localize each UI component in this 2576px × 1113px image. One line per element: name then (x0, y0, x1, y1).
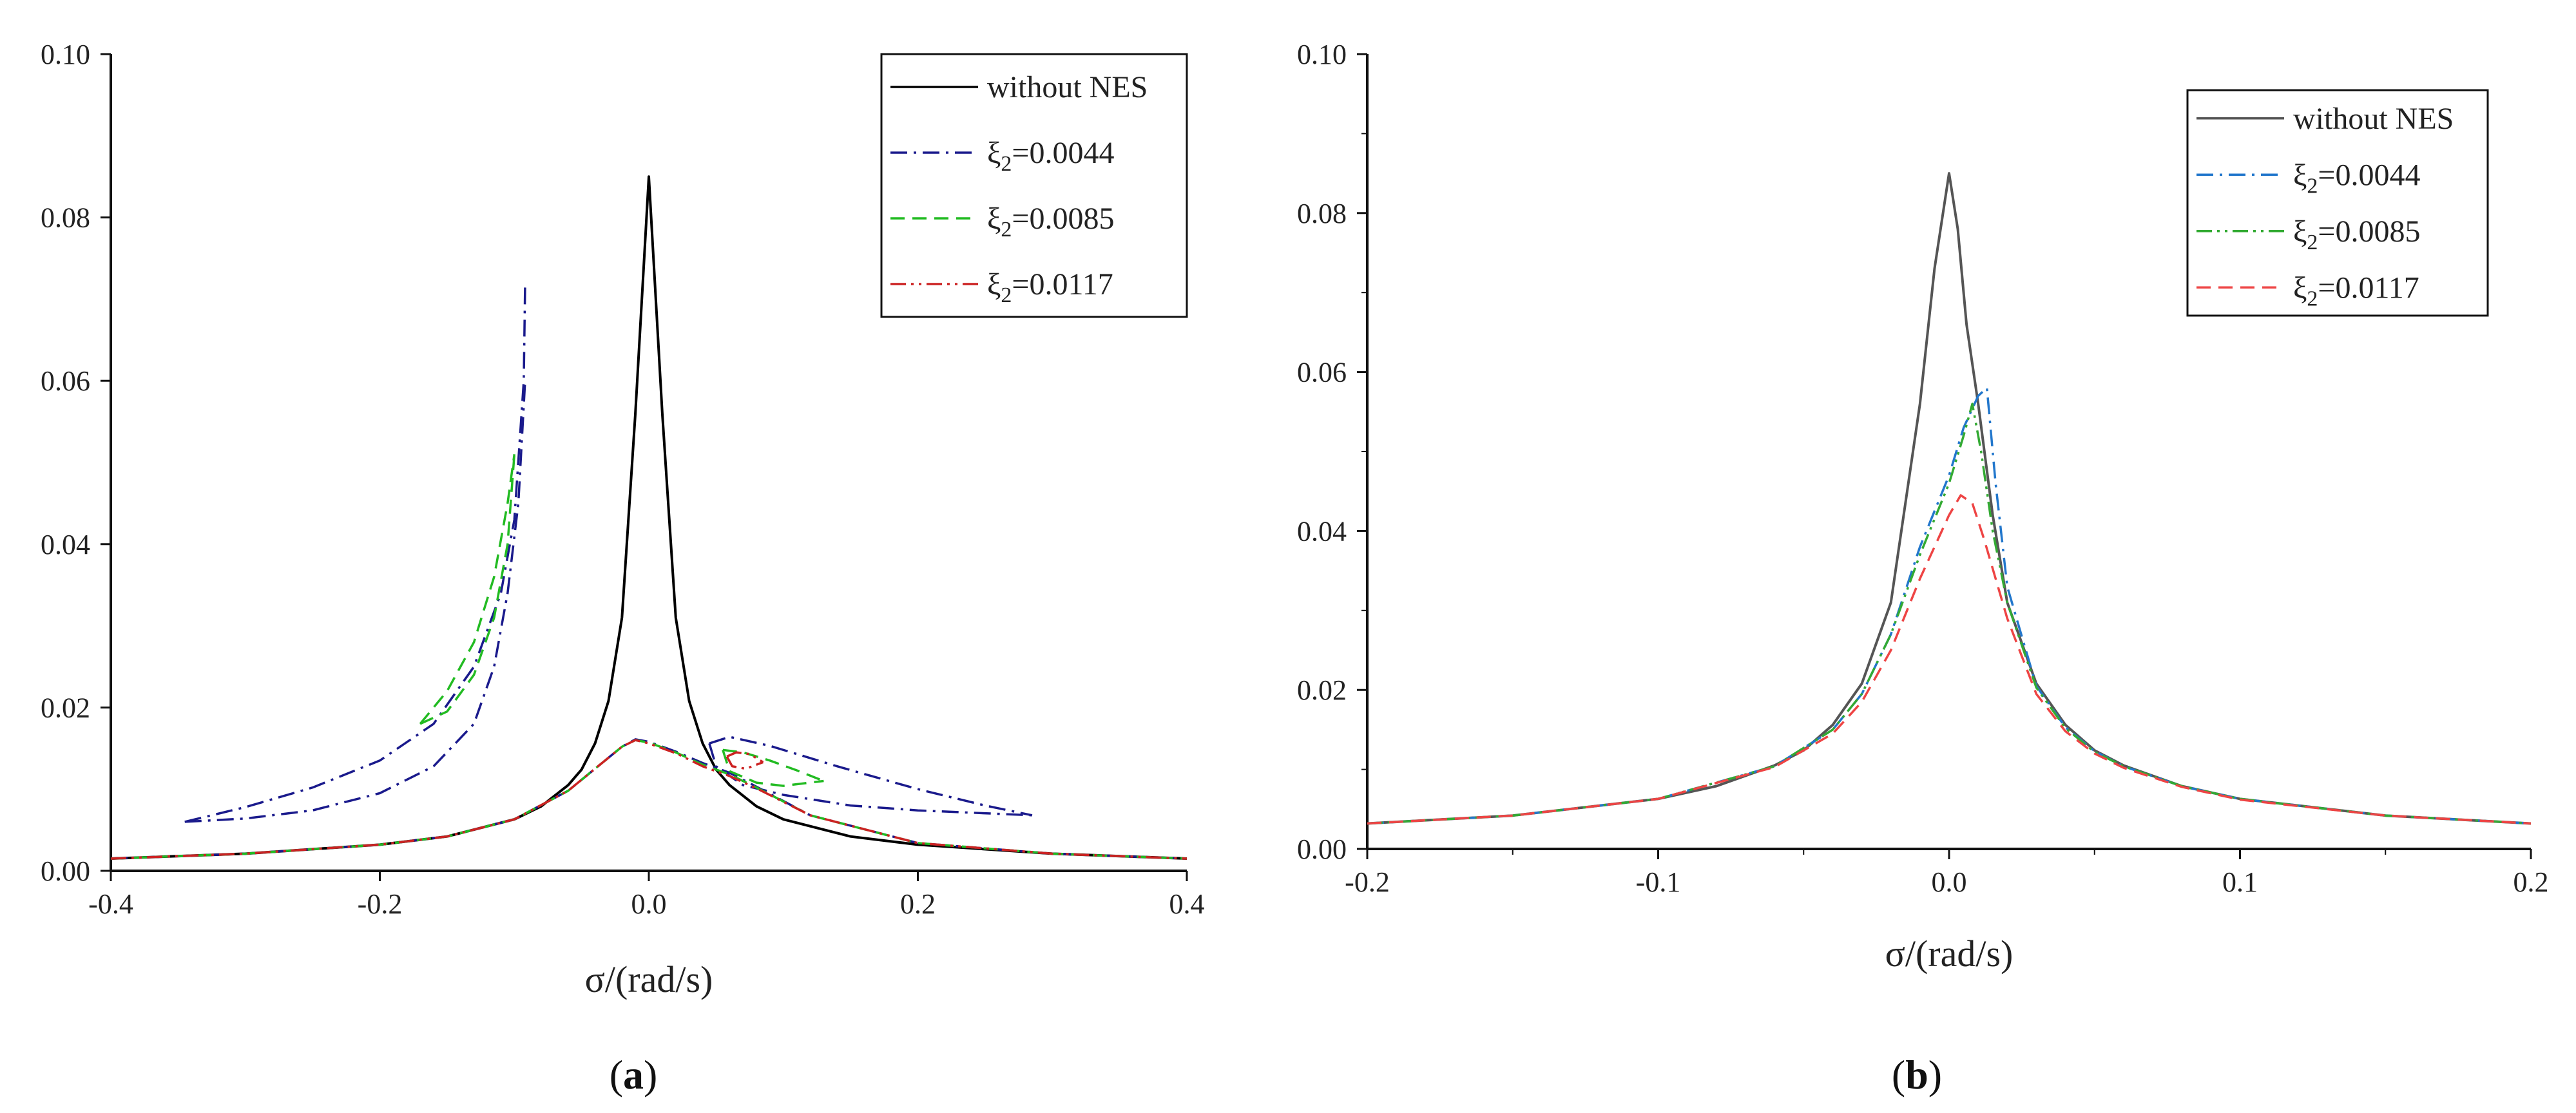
y-tick-label: 0.10 (41, 39, 90, 70)
plot-area (1367, 172, 2531, 825)
x-tick-label: -0.2 (358, 888, 403, 920)
x-tick-label: 0.2 (2514, 866, 2549, 898)
x-axis-label: σ/(rad/s) (1885, 933, 2014, 975)
x-tick-label: -0.2 (1345, 866, 1390, 898)
y-tick-label: 0.08 (41, 202, 90, 234)
legend-label: ξ2=0.0085 (2293, 214, 2420, 254)
series-line-1-points (111, 738, 1187, 860)
series-line-0-points (1367, 172, 2531, 825)
plot-area (111, 175, 1187, 860)
legend: without NES ξ2=0.0044 ξ2=0.0085 ξ2=0.0117 (880, 53, 1188, 318)
x-tick-label: -0.4 (88, 888, 133, 920)
y-tick-label: 0.00 (1297, 833, 1347, 865)
y-tick-label: 0.02 (1297, 674, 1347, 706)
legend-label: ξ2=0.0117 (2293, 271, 2419, 310)
series-line-3-right-middle (726, 756, 764, 770)
series-line-2-right-middle (722, 749, 824, 787)
legend-label: ξ2=0.0117 (987, 267, 1113, 307)
y-tick-label: 0.10 (1297, 39, 1347, 70)
series-line-1-points (1367, 386, 2531, 825)
series-line-1-right-middle (708, 743, 1032, 817)
series-line-1-upper-branch (184, 282, 526, 823)
chart-panel-b: -0.2 -0.1 0.0 0.1 0.2 0.00 0.02 0.04 0.06 0.08 0.1… (1297, 39, 2549, 1098)
x-axis-label: σ/(rad/s) (585, 958, 713, 1000)
y-tick-label: 0.06 (1297, 357, 1347, 388)
series-line-1-right-upper (709, 736, 1033, 817)
legend-box (2186, 89, 2489, 317)
panel-label: (a) (610, 1052, 658, 1098)
series-line-3-points (1367, 494, 2531, 825)
series-line-3-right-upper (726, 751, 764, 763)
legend-box (880, 53, 1188, 318)
series-line-3-points (111, 739, 1187, 860)
y-tick-label: 0.04 (41, 529, 90, 560)
series-line-1-middle-branch (184, 381, 526, 823)
y-tick-label: 0.02 (41, 692, 90, 723)
legend: without NES ξ2=0.0044 ξ2=0.0085 ξ2=0.0117 (2186, 89, 2489, 317)
x-tick-label: 0.0 (1932, 866, 1967, 898)
x-tick-label: 0.1 (2222, 866, 2258, 898)
y-tick-label: 0.06 (41, 365, 90, 397)
series-line-2-points (111, 739, 1187, 860)
x-tick-label: 0.2 (900, 888, 936, 920)
legend-label: ξ2=0.0044 (987, 136, 1114, 176)
y-tick-label: 0.00 (41, 855, 90, 887)
x-tick-label: 0.4 (1169, 888, 1205, 920)
y-tick-label: 0.08 (1297, 198, 1347, 229)
axes-b: -0.2 -0.1 0.0 0.1 0.2 0.00 0.02 0.04 0.06 0.08 0.1… (1297, 39, 2549, 898)
x-tick-label: -0.1 (1636, 866, 1681, 898)
y-tick-label: 0.04 (1297, 515, 1347, 547)
x-tick-label: 0.0 (631, 888, 667, 920)
series-line-2-middle-branch (419, 454, 516, 725)
series-line-2-upper-branch (419, 454, 516, 725)
chart-panel-a: -0.4 -0.2 0.0 0.2 0.4 0.00 0.02 0.04 0.06 0.08 0.1… (41, 39, 1205, 1098)
series-line-2-points (1367, 403, 2531, 825)
series-line-2-right-upper (722, 748, 825, 783)
legend-label: without NES (2293, 102, 2454, 136)
legend-label: without NES (987, 70, 1148, 104)
legend-label: ξ2=0.0085 (987, 202, 1114, 242)
legend-label: ξ2=0.0044 (2293, 158, 2420, 198)
panel-label: (b) (1892, 1052, 1942, 1098)
axes-a: -0.4 -0.2 0.0 0.2 0.4 0.00 0.02 0.04 0.06 0.08 0.1… (41, 39, 1205, 920)
